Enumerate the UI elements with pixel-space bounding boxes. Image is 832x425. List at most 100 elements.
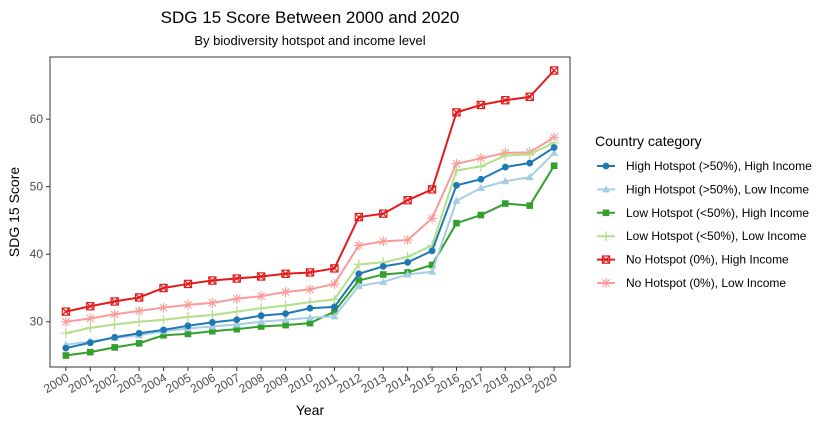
data-point <box>60 328 71 339</box>
data-point <box>305 284 315 295</box>
legend-swatch-marker <box>601 231 611 242</box>
data-point <box>134 305 145 316</box>
data-point <box>500 150 511 161</box>
data-point <box>451 158 462 169</box>
legend-item: No Hotspot (0%), High Income <box>597 253 789 267</box>
data-point <box>524 149 535 160</box>
data-point <box>111 344 118 351</box>
data-point <box>208 319 216 326</box>
data-point <box>257 312 265 320</box>
data-point <box>306 313 314 321</box>
series-layer <box>60 66 560 359</box>
data-point <box>477 211 485 219</box>
legend: Country category High Hotspot (>50%), Hi… <box>595 133 812 290</box>
data-point <box>550 144 558 151</box>
data-point <box>281 315 290 323</box>
data-point <box>403 270 412 278</box>
data-point <box>109 319 120 330</box>
data-point <box>209 327 216 335</box>
data-point <box>331 308 338 315</box>
x-tick-label: 2020 <box>530 370 560 396</box>
data-point <box>330 312 339 320</box>
legend-label: High Hotspot (>50%), Low Income <box>626 182 809 196</box>
data-point <box>231 293 242 304</box>
data-point <box>158 314 169 325</box>
y-axis-title: SDG 15 Score <box>6 167 22 257</box>
data-point <box>62 344 70 352</box>
data-point <box>379 271 387 278</box>
data-point <box>184 322 192 330</box>
data-point <box>280 287 291 298</box>
data-point <box>305 268 315 277</box>
data-point <box>453 181 460 189</box>
data-point <box>207 297 218 308</box>
data-point <box>379 277 388 285</box>
chart-subtitle: By biodiversity hotspot and income level <box>194 33 425 48</box>
legend-label: No Hotspot (0%), High Income <box>626 253 789 267</box>
series-5 <box>61 66 559 316</box>
data-point <box>355 277 363 284</box>
legend-item: High Hotspot (>50%), High Income <box>597 159 812 173</box>
data-point <box>501 163 509 171</box>
data-point <box>476 100 486 110</box>
x-axis-title: Year <box>296 402 325 418</box>
data-point <box>502 200 509 207</box>
data-point <box>160 326 167 334</box>
data-point <box>208 276 217 285</box>
data-point <box>329 278 340 289</box>
data-point <box>231 306 242 317</box>
legend-item: No Hotspot (0%), Low Income <box>597 276 786 290</box>
data-point <box>453 219 460 227</box>
data-point <box>184 330 192 338</box>
data-point <box>379 209 388 218</box>
data-point <box>451 165 462 176</box>
data-point <box>135 340 143 347</box>
data-point <box>256 303 267 314</box>
legend-swatch-marker <box>602 209 610 217</box>
data-point <box>475 153 486 164</box>
data-point <box>452 196 461 204</box>
data-point <box>62 352 70 359</box>
data-point <box>282 321 289 329</box>
data-point <box>306 319 314 327</box>
data-point <box>182 312 193 323</box>
y-tick-label: 50 <box>30 180 44 194</box>
data-point <box>160 331 167 339</box>
x-axis: 2000200120022003200420052006200720082009… <box>41 367 560 396</box>
data-point <box>232 320 241 328</box>
data-point <box>182 299 193 310</box>
series-4 <box>60 137 560 339</box>
legend-label: Low Hotspot (<50%), Low Income <box>626 229 807 243</box>
data-point <box>257 323 265 330</box>
data-point <box>111 333 119 341</box>
y-axis: 30 40 50 60 <box>30 112 50 329</box>
data-point <box>501 96 510 105</box>
data-point <box>86 348 94 356</box>
data-point <box>404 258 412 266</box>
data-point <box>233 325 241 333</box>
data-point <box>452 108 461 117</box>
legend-swatch-marker <box>601 255 611 264</box>
data-point <box>159 283 168 293</box>
data-point <box>353 259 364 270</box>
data-point <box>525 92 534 102</box>
data-point <box>207 309 218 320</box>
data-point <box>427 185 437 194</box>
data-point <box>428 247 436 255</box>
legend-swatch-marker <box>601 278 611 288</box>
data-point <box>281 269 290 278</box>
data-point <box>208 322 217 330</box>
data-point <box>379 262 387 270</box>
data-point <box>550 162 558 170</box>
data-point <box>354 281 363 289</box>
data-point <box>280 300 291 311</box>
y-tick-label: 30 <box>30 315 44 329</box>
data-point <box>256 272 266 281</box>
data-point <box>355 270 363 278</box>
data-point <box>477 175 485 183</box>
legend-item: High Hotspot (>50%), Low Income <box>597 182 809 196</box>
legend-label: Low Hotspot (<50%), High Income <box>626 206 809 220</box>
chart-title: SDG 15 Score Between 2000 and 2020 <box>161 8 460 27</box>
y-tick-label: 60 <box>30 112 44 126</box>
data-point <box>526 159 534 167</box>
